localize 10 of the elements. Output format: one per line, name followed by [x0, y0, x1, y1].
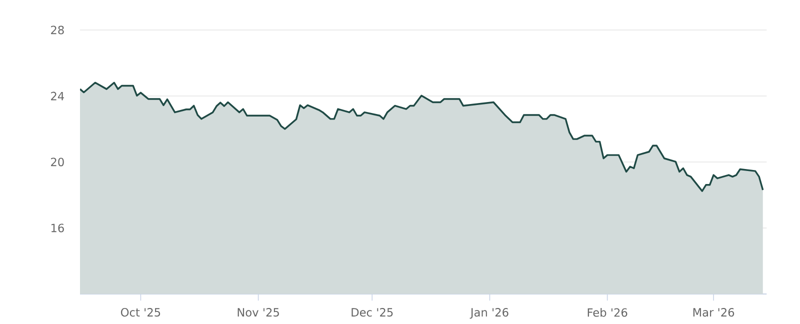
y-tick-label: 20: [51, 158, 64, 166]
x-tick-label: Nov '25: [238, 308, 279, 317]
x-tick-label: Oct '25: [120, 308, 160, 317]
x-tick-label: Jan '26: [470, 308, 508, 319]
x-tick-label: Feb '26: [588, 308, 628, 317]
y-tick-label: 24: [51, 92, 64, 100]
x-tick-label: Dec '25: [352, 308, 393, 317]
x-tick-label: Mar '26: [693, 308, 734, 317]
y-tick-label: 16: [51, 224, 64, 232]
y-tick-label: 28: [51, 26, 64, 34]
